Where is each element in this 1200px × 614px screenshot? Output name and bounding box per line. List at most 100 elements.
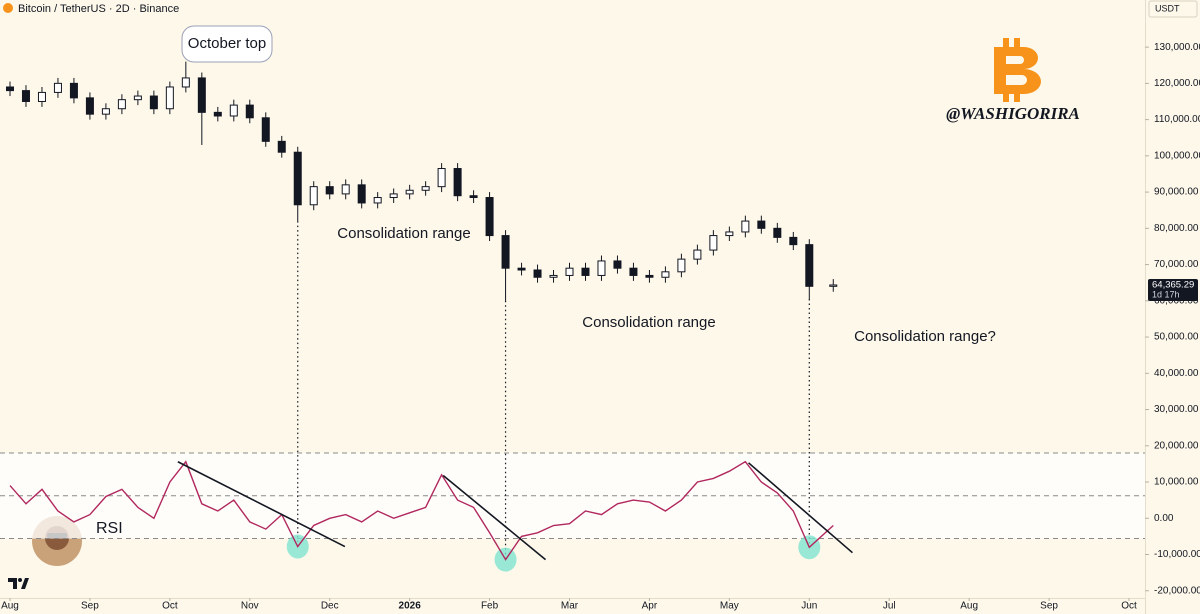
candle-body <box>133 95 142 101</box>
candle-body <box>309 186 318 206</box>
y-tick-label: 70,000.00 <box>1154 259 1199 270</box>
candle-body <box>101 108 110 115</box>
y-tick-label: 40,000.00 <box>1154 368 1199 379</box>
y-tick-label: 50,000.00 <box>1154 332 1199 343</box>
candle-body <box>517 267 526 271</box>
x-tick-label: Sep <box>81 601 99 612</box>
candle-body <box>245 104 254 119</box>
countdown: 1d 17h <box>1152 289 1180 299</box>
candle-body <box>501 235 510 269</box>
last-price: 64,365.29 <box>1152 280 1194 291</box>
annotation: Consolidation range <box>337 225 470 242</box>
candle-body <box>213 111 222 117</box>
y-tick-label: 110,000.00 <box>1154 114 1200 125</box>
logo-bar <box>1003 90 1009 102</box>
candle-body <box>709 235 718 251</box>
logo-bar <box>1014 38 1020 50</box>
x-tick-label: Sep <box>1040 601 1058 612</box>
y-tick-label: -10,000.00 <box>1154 549 1200 560</box>
x-tick-label: Apr <box>642 601 658 612</box>
candle-body <box>197 77 206 113</box>
candle-body <box>37 91 46 102</box>
x-tick-label: Oct <box>1121 601 1137 612</box>
y-tick-label: -20,000.00 <box>1154 585 1200 596</box>
x-tick-label: Nov <box>241 601 259 612</box>
candle-body <box>277 140 286 153</box>
candle-body <box>341 184 350 195</box>
candle-body <box>181 77 190 88</box>
bitcoin-logo <box>994 38 1041 102</box>
candle-body <box>437 168 446 188</box>
candle-body <box>789 236 798 246</box>
y-tick-label: 90,000.00 <box>1154 187 1199 198</box>
x-tick-label: Dec <box>321 601 339 612</box>
logo-glyph <box>994 47 1041 94</box>
candle-body <box>741 220 750 233</box>
candle-body <box>373 197 382 204</box>
candle-body <box>357 184 366 204</box>
tv-logo-shape <box>8 578 17 589</box>
candle-body <box>485 197 494 237</box>
candle-body <box>453 168 462 197</box>
candle-body <box>581 267 590 276</box>
rsi-label: RSI <box>96 520 123 537</box>
candle-body <box>693 249 702 260</box>
currency-box <box>1148 0 1198 18</box>
candle-body <box>805 244 814 287</box>
candle-body <box>613 260 622 269</box>
x-tick-label: May <box>720 601 739 612</box>
candle-body <box>229 104 238 117</box>
candle-body <box>597 260 606 276</box>
candle-body <box>757 220 766 229</box>
tv-logo-dot <box>18 578 22 582</box>
annotation: October top <box>188 35 266 52</box>
x-tick-label: Aug <box>1 601 19 612</box>
candle-body <box>533 269 542 278</box>
y-tick-label: 30,000.00 <box>1154 404 1199 415</box>
y-tick-label: 0.00 <box>1154 513 1174 524</box>
candle-body <box>389 193 398 199</box>
candle-body <box>117 99 126 110</box>
candle-body <box>261 117 270 142</box>
logo-bar <box>1014 90 1020 102</box>
symbol-icon <box>3 3 13 13</box>
candle-body <box>325 186 334 195</box>
x-tick-label: Jun <box>801 601 817 612</box>
candle-body <box>725 231 734 237</box>
candle-body <box>565 267 574 276</box>
y-tick-label: 10,000.00 <box>1154 477 1199 488</box>
symbol-title: Bitcoin / TetherUS · 2D · Binance <box>18 3 179 15</box>
y-tick-label: 80,000.00 <box>1154 223 1199 234</box>
rsi-trendline <box>177 461 346 548</box>
rsi-line <box>9 460 834 561</box>
candle-body <box>53 82 62 93</box>
last-price-box <box>1148 278 1198 301</box>
callout-box <box>181 25 273 63</box>
rsi-trendline <box>442 474 547 561</box>
candle-body <box>405 189 414 195</box>
x-tick-label: Aug <box>960 601 978 612</box>
candle-body <box>661 271 670 278</box>
candle-body <box>21 90 30 102</box>
candle-body <box>293 151 302 206</box>
y-tick-label: 120,000.00 <box>1154 78 1200 89</box>
tv-logo <box>8 578 29 589</box>
x-tick-label: Mar <box>561 601 579 612</box>
rsi-trendline <box>748 462 853 554</box>
watermark: @WASHIGORIRA <box>946 104 1080 123</box>
x-tick-label: 2026 <box>399 601 422 612</box>
annotation: Consolidation range <box>582 314 715 331</box>
tv-logo-shape <box>21 578 29 589</box>
candle-body <box>421 186 430 191</box>
candle-body <box>69 82 78 99</box>
candle-body <box>165 86 174 110</box>
candle-body <box>773 227 782 238</box>
y-tick-label: 20,000.00 <box>1154 440 1199 451</box>
y-tick-label: 130,000.00 <box>1154 42 1200 53</box>
x-tick-label: Oct <box>162 601 178 612</box>
x-tick-label: Feb <box>481 601 499 612</box>
candle-body <box>629 267 638 276</box>
candle-body <box>469 195 478 199</box>
